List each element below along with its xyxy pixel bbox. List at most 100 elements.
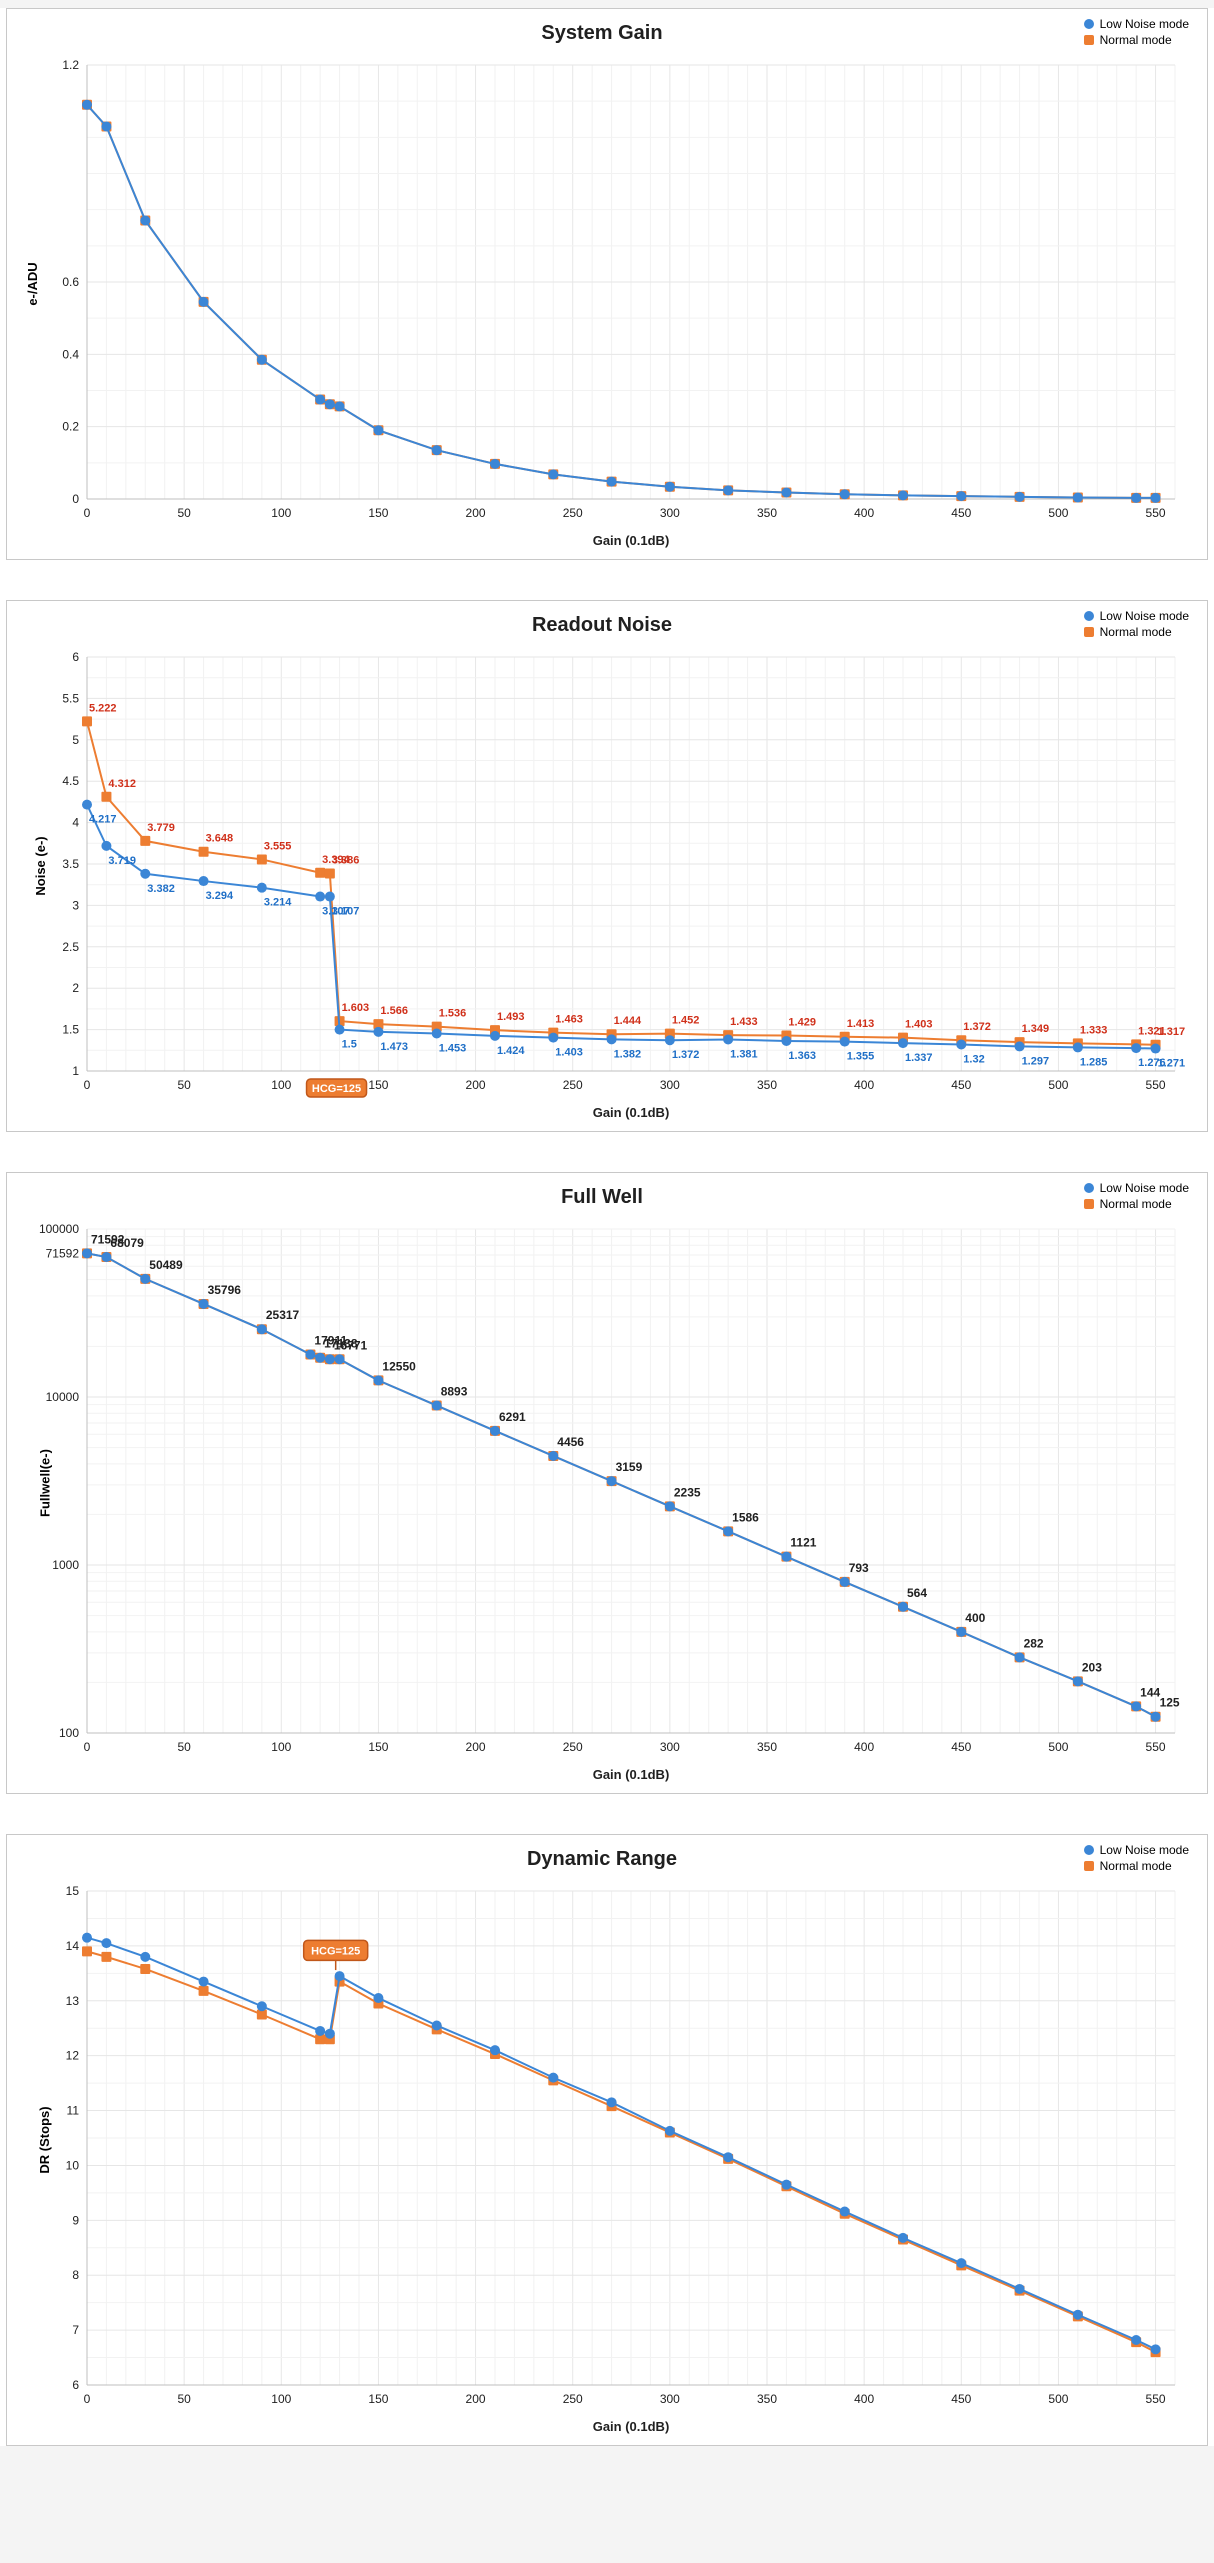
svg-text:350: 350 [757,1740,777,1754]
svg-text:3.5: 3.5 [62,857,79,871]
legend-low-noise: Low Noise mode [1100,17,1189,31]
svg-text:0: 0 [72,492,79,506]
legend: Low Noise mode Normal mode [1084,17,1189,49]
svg-text:100: 100 [271,2392,291,2406]
svg-text:16771: 16771 [334,1338,368,1352]
svg-text:HCG=125: HCG=125 [311,1945,360,1957]
svg-text:1.372: 1.372 [963,1021,991,1033]
svg-text:1.453: 1.453 [439,1042,467,1054]
svg-text:200: 200 [466,2392,486,2406]
svg-text:1586: 1586 [732,1510,759,1524]
legend: Low Noise mode Normal mode [1084,609,1189,641]
svg-text:400: 400 [854,1078,874,1092]
svg-text:100: 100 [271,506,291,520]
svg-text:1.355: 1.355 [847,1051,875,1063]
svg-text:4.312: 4.312 [108,778,136,790]
svg-text:1.424: 1.424 [497,1045,525,1057]
svg-text:100: 100 [271,1078,291,1092]
svg-text:12550: 12550 [382,1359,416,1373]
svg-text:6: 6 [72,650,79,664]
svg-text:1.603: 1.603 [342,1002,370,1014]
full-well-chart: Low Noise mode Normal mode Fullwell(e-) … [6,1172,1208,1794]
svg-text:350: 350 [757,1078,777,1092]
svg-text:5.222: 5.222 [89,702,117,714]
svg-text:68079: 68079 [110,1236,144,1250]
svg-text:300: 300 [660,2392,680,2406]
svg-text:500: 500 [1048,1078,1068,1092]
system-gain-svg: 00.20.40.61.2050100150200250300350400450… [7,9,1197,559]
svg-text:1.452: 1.452 [672,1015,700,1027]
y-axis-label: DR (Stops) [37,2106,52,2173]
svg-text:1.403: 1.403 [905,1019,933,1031]
svg-text:450: 450 [951,1740,971,1754]
svg-text:3.719: 3.719 [108,855,136,867]
svg-text:3: 3 [72,898,79,912]
svg-text:10: 10 [66,2158,80,2172]
svg-text:1.413: 1.413 [847,1018,875,1030]
svg-text:4.5: 4.5 [62,774,79,788]
y-axis-label: Noise (e-) [33,836,48,895]
svg-text:Gain (0.1dB): Gain (0.1dB) [593,533,670,548]
svg-text:Gain (0.1dB): Gain (0.1dB) [593,2419,670,2434]
svg-text:4.217: 4.217 [89,814,117,826]
svg-text:Readout Noise: Readout Noise [532,614,672,636]
svg-text:50489: 50489 [149,1258,183,1272]
svg-text:1.5: 1.5 [342,1039,357,1051]
svg-text:550: 550 [1146,1078,1166,1092]
svg-text:1.349: 1.349 [1022,1023,1050,1035]
svg-text:6: 6 [72,2378,79,2392]
legend-normal: Normal mode [1100,33,1172,47]
svg-text:4456: 4456 [557,1435,584,1449]
svg-text:250: 250 [563,506,583,520]
svg-text:3.107: 3.107 [332,906,360,918]
legend-low-noise: Low Noise mode [1100,1181,1189,1195]
svg-text:1.5: 1.5 [62,1023,79,1037]
svg-text:300: 300 [660,506,680,520]
svg-text:450: 450 [951,1078,971,1092]
svg-text:1.337: 1.337 [905,1052,933,1064]
legend-normal: Normal mode [1100,1859,1172,1873]
svg-text:125: 125 [1160,1696,1180,1710]
svg-text:0: 0 [84,2392,91,2406]
svg-text:450: 450 [951,2392,971,2406]
svg-text:25317: 25317 [266,1308,300,1322]
svg-text:0: 0 [84,506,91,520]
svg-text:9: 9 [72,2213,79,2227]
svg-text:144: 144 [1140,1685,1160,1699]
svg-text:200: 200 [466,1740,486,1754]
dynamic-range-chart: Low Noise mode Normal mode DR (Stops) 67… [6,1834,1208,2446]
svg-text:8893: 8893 [441,1385,468,1399]
svg-text:4: 4 [72,816,79,830]
svg-text:1000: 1000 [52,1558,79,1572]
legend-low-noise: Low Noise mode [1100,609,1189,623]
svg-text:1.372: 1.372 [672,1049,700,1061]
svg-text:150: 150 [368,506,388,520]
svg-text:0.2: 0.2 [62,420,79,434]
svg-text:100000: 100000 [39,1222,79,1236]
svg-text:3159: 3159 [616,1460,643,1474]
svg-text:71592: 71592 [46,1246,80,1260]
svg-text:2.5: 2.5 [62,940,79,954]
svg-text:3.382: 3.382 [147,883,175,895]
svg-text:1.433: 1.433 [730,1016,758,1028]
svg-text:6291: 6291 [499,1410,526,1424]
svg-text:Gain (0.1dB): Gain (0.1dB) [593,1105,670,1120]
svg-text:3.214: 3.214 [264,897,292,909]
full-well-svg: 1001000100001000000501001502002503003504… [7,1173,1197,1793]
legend-normal: Normal mode [1100,625,1172,639]
svg-text:1.403: 1.403 [555,1047,583,1059]
svg-text:150: 150 [368,1078,388,1092]
svg-text:203: 203 [1082,1660,1102,1674]
svg-text:150: 150 [368,1740,388,1754]
svg-text:10000: 10000 [46,1390,80,1404]
svg-text:100: 100 [271,1740,291,1754]
svg-text:1.297: 1.297 [1022,1055,1050,1067]
svg-text:300: 300 [660,1078,680,1092]
svg-text:12: 12 [66,2049,80,2063]
svg-text:5: 5 [72,733,79,747]
svg-text:450: 450 [951,506,971,520]
legend-low-noise: Low Noise mode [1100,1843,1189,1857]
svg-text:50: 50 [177,2392,191,2406]
svg-text:0.6: 0.6 [62,275,79,289]
svg-text:1.566: 1.566 [380,1005,408,1017]
